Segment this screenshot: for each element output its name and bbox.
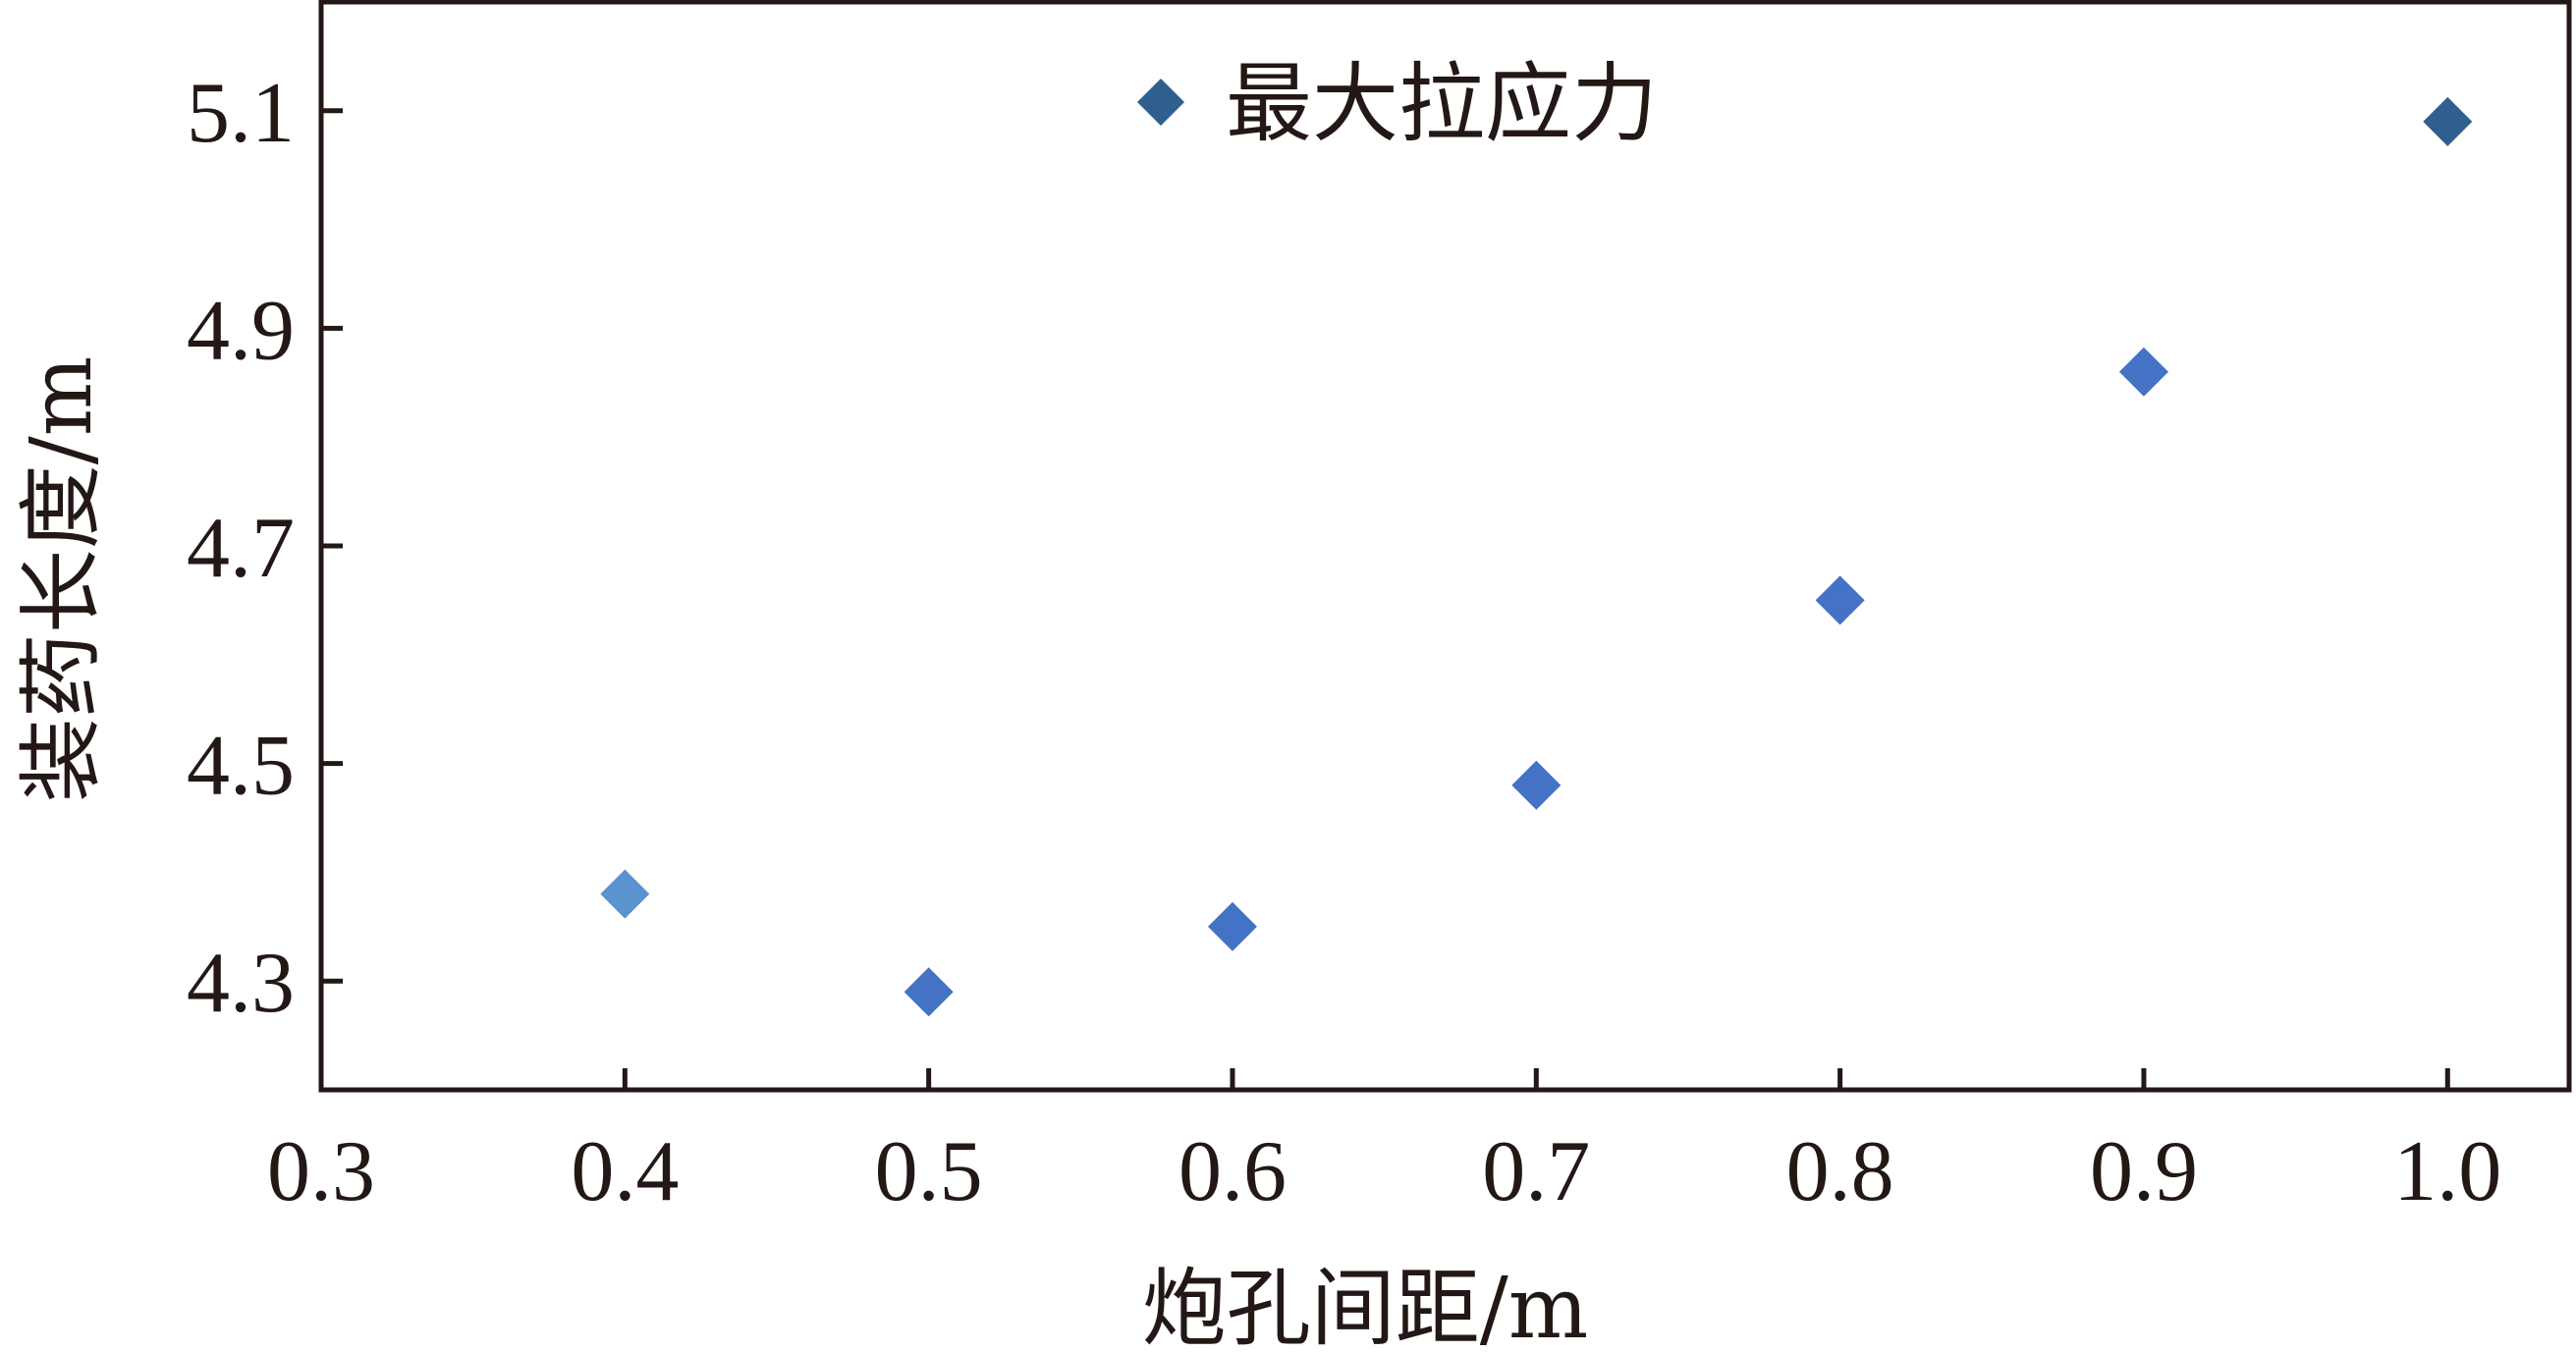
data-point — [904, 967, 954, 1017]
y-tick-label: 4.5 — [187, 719, 295, 814]
x-tick-label: 0.3 — [267, 1124, 375, 1219]
x-axis-title: 炮孔间距/m — [1142, 1260, 1589, 1352]
data-point — [600, 869, 650, 919]
y-tick-label: 4.7 — [187, 501, 295, 596]
data-point — [1207, 901, 1257, 951]
plot-frame — [318, 0, 2572, 1093]
legend: 最大拉应力 — [1137, 53, 1658, 154]
y-tick-label: 4.3 — [187, 936, 295, 1031]
y-axis-ticks: 4.3 4.5 4.7 4.9 5.1 — [187, 66, 343, 1031]
x-tick-label: 0.6 — [1178, 1124, 1287, 1219]
data-point — [2423, 96, 2473, 146]
legend-label: 最大拉应力 — [1226, 53, 1658, 154]
legend-marker — [1137, 79, 1184, 126]
data-points — [600, 96, 2473, 1017]
data-point — [2118, 347, 2168, 397]
y-tick-label: 5.1 — [187, 66, 295, 161]
x-tick-label: 0.9 — [2090, 1124, 2198, 1219]
data-point — [1815, 575, 1865, 625]
x-axis-ticks: 0.3 0.4 0.5 0.6 0.7 0.8 0.9 1.0 — [267, 1068, 2501, 1219]
data-point — [1511, 760, 1562, 810]
x-tick-label: 1.0 — [2393, 1124, 2501, 1219]
x-tick-label: 0.4 — [571, 1124, 679, 1219]
y-tick-label: 4.9 — [187, 283, 295, 378]
x-tick-label: 0.8 — [1786, 1124, 1894, 1219]
y-axis-title: 装药长度/m — [13, 356, 111, 803]
x-tick-label: 0.7 — [1482, 1124, 1590, 1219]
x-tick-label: 0.5 — [875, 1124, 983, 1219]
